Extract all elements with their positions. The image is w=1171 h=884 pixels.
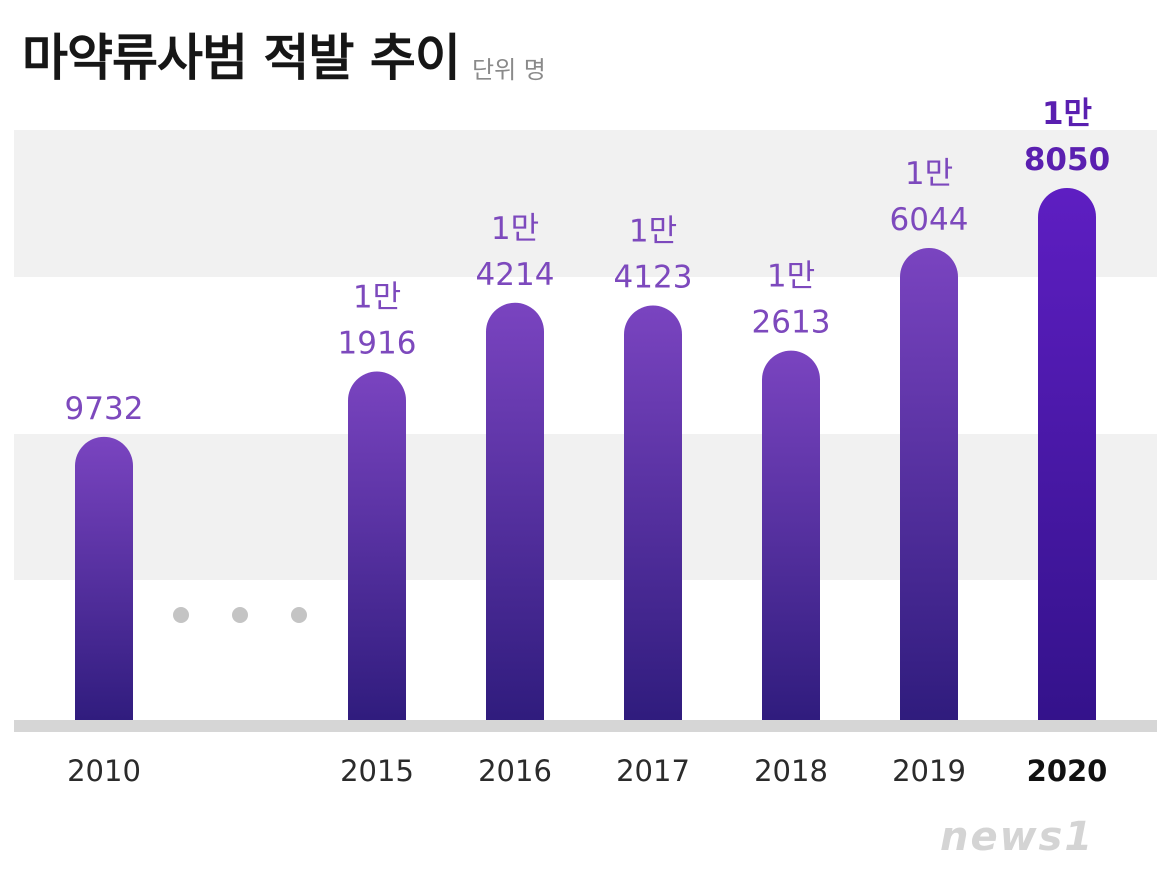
x-tick-2020: 2020 [1027, 754, 1108, 788]
x-tick-2015: 2015 [340, 754, 414, 788]
background-band [14, 434, 1157, 580]
bar-2015 [348, 371, 406, 728]
chart-title: 마약류사범 적발 추이 [22, 29, 461, 87]
value-label-2016: 1만 [491, 211, 539, 247]
value-label-2017: 4123 [614, 259, 693, 295]
background-bands [14, 130, 1157, 580]
unit-label: 단위 명 [472, 56, 546, 84]
x-tick-2018: 2018 [754, 754, 828, 788]
value-label-2020: 8050 [1024, 142, 1110, 178]
value-label-2010: 9732 [65, 391, 144, 427]
bar-2010 [75, 436, 133, 728]
x-tick-2017: 2017 [616, 754, 690, 788]
value-label-2016: 4214 [476, 257, 555, 293]
value-label-2018: 1만 [767, 259, 815, 295]
bar-2019 [900, 248, 958, 729]
news1-wordmark: news1 [940, 814, 1094, 860]
baseline [14, 720, 1157, 732]
background-band [14, 130, 1157, 277]
value-label-2020: 1만 [1042, 96, 1092, 132]
bar-2020 [1038, 188, 1096, 728]
x-tick-2016: 2016 [478, 754, 552, 788]
axis-break-dot [232, 607, 248, 623]
value-label-2019: 6044 [890, 202, 969, 238]
bar-2016 [486, 302, 544, 728]
value-label-2019: 1만 [905, 156, 953, 192]
value-label-2018: 2613 [752, 305, 831, 341]
x-tick-2019: 2019 [892, 754, 966, 788]
axis-break-dot [291, 607, 307, 623]
value-label-2015: 1만 [353, 280, 401, 316]
bar-2017 [624, 305, 682, 728]
value-label-2015: 1916 [338, 326, 417, 362]
value-label-2017: 1만 [629, 213, 677, 249]
bar-2018 [762, 350, 820, 728]
axis-break-dot [173, 607, 189, 623]
x-tick-2010: 2010 [67, 754, 141, 788]
news1-logo: news1 [940, 814, 1094, 860]
